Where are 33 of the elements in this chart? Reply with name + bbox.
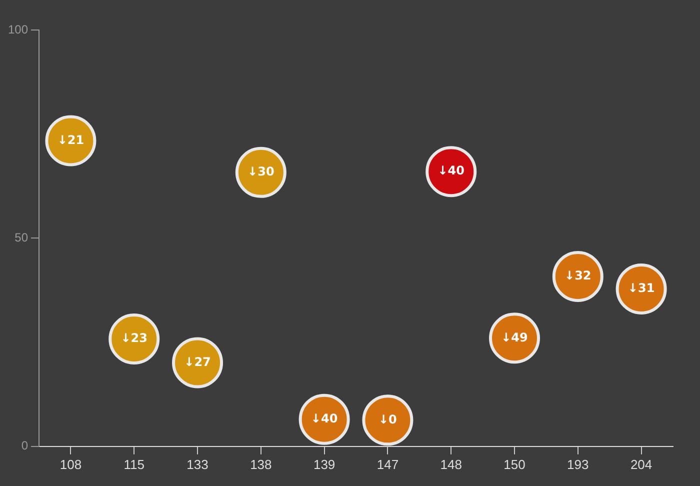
point: [489, 312, 540, 364]
point: [172, 337, 224, 388]
x-tick-label: 150: [504, 456, 526, 472]
y-tick-label: 0: [21, 438, 28, 453]
point: [235, 146, 286, 198]
y-tick-label: 100: [8, 22, 28, 36]
x-tick-label: 108: [60, 456, 82, 472]
point: [552, 251, 604, 302]
annotation: ↓40: [310, 411, 338, 426]
annotation: ↓31: [628, 281, 655, 296]
x-tick-label: 138: [250, 456, 272, 472]
point: [298, 394, 350, 445]
x-tick-label: 193: [567, 456, 589, 472]
annotation: ↓27: [184, 354, 211, 369]
x-tick-label: 139: [313, 456, 336, 472]
annotation: ↓21: [57, 132, 84, 147]
point: [45, 115, 96, 166]
x-tick-label: 204: [630, 456, 652, 472]
annotation: ↓0: [378, 412, 397, 426]
annotation: ↓40: [438, 164, 464, 178]
annotation: ↓23: [120, 331, 148, 346]
annotation: ↓49: [501, 330, 528, 344]
annotation: ↓32: [564, 268, 592, 283]
x-tick-label: 147: [376, 456, 399, 472]
point: [426, 146, 477, 198]
x-tick-label: 148: [440, 456, 462, 472]
y-tick-label: 50: [14, 230, 28, 245]
point: [108, 313, 160, 364]
x-tick-label: 115: [124, 456, 144, 472]
annotation: ↓30: [248, 164, 274, 179]
x-tick-label: 133: [186, 456, 208, 472]
point: [616, 264, 667, 314]
point: [362, 394, 414, 446]
